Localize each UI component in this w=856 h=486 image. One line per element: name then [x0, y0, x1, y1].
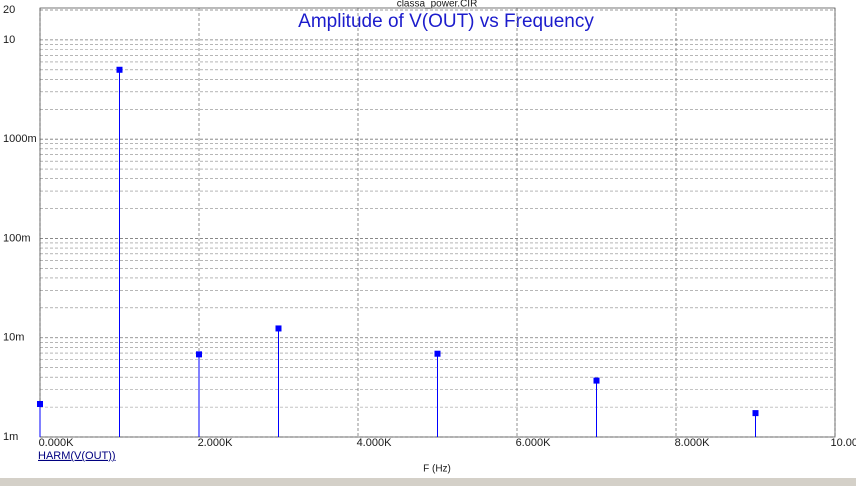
marker [434, 350, 441, 357]
x-tick-label: 8.000K [675, 437, 711, 449]
chart-title: Amplitude of V(OUT) vs Frequency [298, 11, 594, 32]
x-tick-label: 2.000K [198, 437, 234, 449]
x-axis-label: F (Hz) [423, 464, 451, 475]
y-tick-label: 1m [3, 431, 18, 443]
marker [37, 400, 43, 407]
x-tick-label: 4.000K [357, 437, 393, 449]
marker [116, 66, 123, 73]
x-tick-label: 0.000K [39, 437, 75, 449]
marker [752, 410, 759, 417]
y-tick-label: 10m [3, 332, 24, 344]
marker [196, 351, 202, 358]
legend-entry: HARM(V(OUT)) [38, 450, 116, 462]
y-tick-label: 1000m [3, 133, 37, 145]
y-tick-label: 100m [3, 232, 31, 244]
x-tick-label: 6.000K [516, 437, 552, 449]
y-tick-label: 10 [3, 34, 15, 46]
x-tick-label: 10.000K [831, 437, 856, 449]
chart-subtitle: classa_power.CIR [397, 0, 478, 10]
y-tick-label: 20 [3, 4, 15, 16]
marker [275, 325, 282, 332]
marker [593, 377, 600, 384]
window-edge [0, 478, 856, 486]
